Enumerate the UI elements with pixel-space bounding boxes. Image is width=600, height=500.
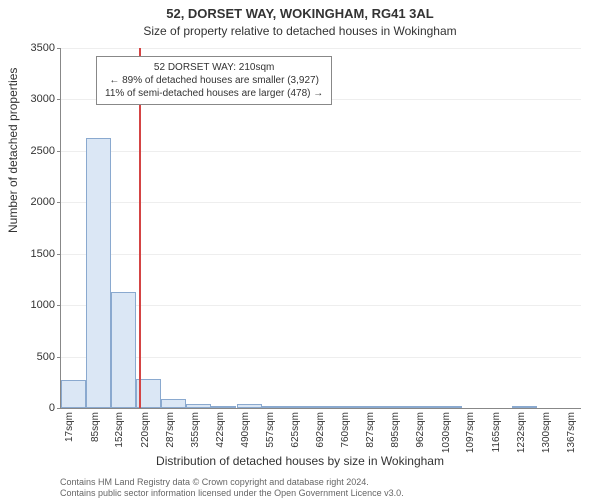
y-tick-label: 3500 bbox=[31, 42, 61, 54]
chart-container: 52, DORSET WAY, WOKINGHAM, RG41 3AL Size… bbox=[0, 0, 600, 500]
y-tick-label: 1500 bbox=[31, 248, 61, 260]
annotation-line: 11% of semi-detached houses are larger (… bbox=[105, 87, 323, 100]
histogram-bar bbox=[186, 404, 211, 408]
y-tick-label: 0 bbox=[49, 402, 61, 414]
histogram-bar bbox=[312, 406, 337, 408]
histogram-bar bbox=[362, 406, 387, 408]
histogram-bar bbox=[262, 406, 287, 408]
histogram-bar bbox=[111, 292, 136, 408]
histogram-bar bbox=[211, 406, 236, 408]
footer-line-2: Contains public sector information licen… bbox=[60, 488, 404, 498]
histogram-bar bbox=[412, 406, 437, 408]
y-tick-label: 500 bbox=[37, 351, 61, 363]
histogram-bar bbox=[387, 406, 412, 408]
y-tick-label: 3000 bbox=[31, 93, 61, 105]
plot-area: 050010001500200025003000350017sqm85sqm15… bbox=[60, 48, 581, 409]
y-axis-label: Number of detached properties bbox=[6, 68, 20, 233]
chart-title: 52, DORSET WAY, WOKINGHAM, RG41 3AL bbox=[0, 6, 600, 21]
annotation-line: ← 89% of detached houses are smaller (3,… bbox=[105, 74, 323, 87]
histogram-bar bbox=[86, 138, 111, 409]
y-tick-label: 2500 bbox=[31, 145, 61, 157]
annotation-line: 52 DORSET WAY: 210sqm bbox=[105, 61, 323, 74]
histogram-bar bbox=[161, 399, 186, 408]
footer-line-1: Contains HM Land Registry data © Crown c… bbox=[60, 477, 369, 487]
chart-subtitle: Size of property relative to detached ho… bbox=[0, 24, 600, 38]
x-axis-label: Distribution of detached houses by size … bbox=[0, 454, 600, 468]
annotation-box: 52 DORSET WAY: 210sqm← 89% of detached h… bbox=[96, 56, 332, 105]
histogram-bar bbox=[437, 406, 462, 408]
histogram-bar bbox=[512, 406, 537, 408]
y-tick-label: 2000 bbox=[31, 196, 61, 208]
histogram-bar bbox=[287, 406, 312, 408]
histogram-bar bbox=[237, 404, 262, 408]
histogram-bar bbox=[337, 406, 362, 408]
y-tick-label: 1000 bbox=[31, 299, 61, 311]
histogram-bar bbox=[61, 380, 86, 408]
